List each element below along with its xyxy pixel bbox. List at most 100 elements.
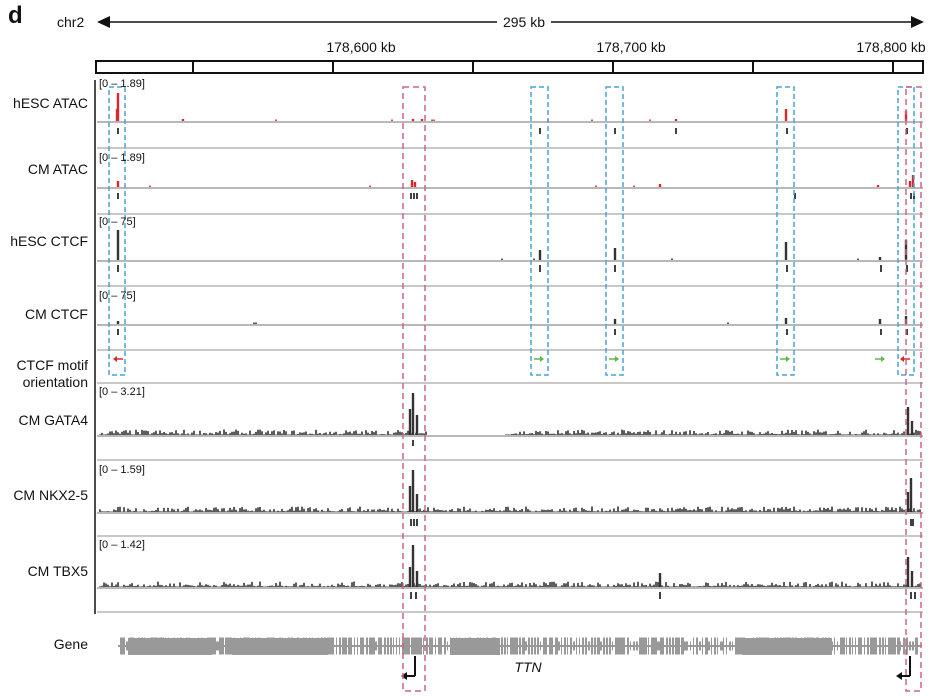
signal-peak bbox=[784, 242, 788, 260]
signal-peak bbox=[538, 250, 542, 260]
feature-tick bbox=[410, 592, 412, 599]
feature-tick bbox=[914, 592, 916, 599]
gene-exon-block bbox=[742, 638, 832, 655]
signal-peak bbox=[904, 111, 908, 121]
signal-track-hesc-atac bbox=[97, 93, 923, 149]
ctcf-site-box bbox=[605, 86, 624, 376]
range-label-cm-ctcf: [0 – 75] bbox=[99, 290, 136, 302]
signal-peak bbox=[906, 492, 910, 512]
track-label-hesc-atac: hESC ATAC bbox=[13, 95, 88, 111]
signal-peak bbox=[784, 109, 788, 121]
signal-peak bbox=[181, 119, 185, 121]
feature-tick bbox=[659, 592, 661, 599]
chromosome-label: chr2 bbox=[57, 14, 85, 30]
signal-peak bbox=[910, 421, 914, 435]
signal-peak bbox=[909, 478, 913, 512]
feature-tick bbox=[416, 193, 418, 199]
feature-tick bbox=[906, 128, 908, 134]
feature-tick bbox=[786, 265, 788, 272]
feature-tick bbox=[539, 265, 541, 272]
signal-peak bbox=[906, 407, 910, 435]
range-label-cm-gata4: [0 – 3.21] bbox=[99, 386, 145, 398]
feature-tick bbox=[906, 265, 908, 272]
highlight-boxes-layer bbox=[108, 86, 922, 692]
motif-forward-arrow bbox=[534, 356, 544, 362]
track-label-ctcf-motif-2: orientation bbox=[22, 374, 88, 390]
signal-peak bbox=[413, 182, 417, 187]
feature-tick bbox=[117, 193, 119, 199]
signal-track-cm-ctcf bbox=[97, 316, 923, 351]
feature-tick bbox=[413, 193, 415, 199]
range-label-cm-atac: [0 – 1.89] bbox=[99, 152, 145, 164]
signal-peak bbox=[408, 567, 412, 587]
signal-peak bbox=[115, 109, 119, 121]
feature-tick bbox=[675, 128, 677, 134]
gene-name-label: TTN bbox=[514, 659, 542, 675]
signal-peak bbox=[116, 93, 120, 121]
motif-forward-arrow bbox=[780, 356, 790, 362]
signal-peak bbox=[116, 321, 120, 324]
signal-peak bbox=[411, 119, 415, 121]
signal-peak bbox=[878, 319, 882, 324]
motif-reverse-arrow bbox=[900, 356, 910, 362]
ctcf-site-box bbox=[530, 86, 549, 376]
ctcf-motif-track bbox=[97, 356, 923, 384]
panel-letter: d bbox=[8, 2, 23, 29]
gene-exon-block bbox=[450, 638, 500, 655]
signal-noise bbox=[99, 429, 921, 435]
tracks-layer bbox=[97, 93, 923, 680]
gene-exon-block bbox=[128, 638, 212, 655]
feature-tick bbox=[880, 329, 882, 335]
signal-noise bbox=[99, 506, 921, 512]
signal-track-cm-nkx25 bbox=[97, 470, 923, 537]
signal-peak bbox=[911, 175, 915, 187]
signal-noise bbox=[501, 258, 859, 260]
signal-peak bbox=[910, 571, 914, 587]
track-label-cm-ctcf: CM CTCF bbox=[25, 306, 88, 322]
signal-peak bbox=[658, 184, 662, 187]
signal-peak bbox=[116, 230, 120, 260]
track-label-cm-nkx25: CM NKX2-5 bbox=[13, 487, 88, 503]
feature-tick bbox=[786, 128, 788, 134]
signal-peak bbox=[411, 470, 415, 512]
feature-tick bbox=[906, 329, 908, 335]
signal-track-cm-tbx5 bbox=[97, 545, 923, 613]
feature-tick bbox=[786, 329, 788, 335]
range-label-cm-tbx5: [0 – 1.42] bbox=[99, 539, 145, 551]
track-label-cm-gata4: CM GATA4 bbox=[18, 412, 89, 428]
signal-peak bbox=[674, 119, 678, 121]
signal-peak bbox=[658, 573, 662, 587]
feature-tick bbox=[410, 193, 412, 199]
signal-peak bbox=[613, 248, 617, 260]
coordinate-ruler bbox=[95, 60, 924, 74]
span-label: 295 kb bbox=[496, 14, 552, 30]
signal-peak bbox=[415, 571, 419, 587]
span-arrow-right-head bbox=[911, 16, 924, 28]
feature-tick bbox=[910, 592, 912, 599]
tss-arrow-icon bbox=[896, 656, 911, 680]
coordinate-label-3: 178,800 kb bbox=[856, 39, 926, 55]
gene-track bbox=[118, 637, 922, 680]
track-label-ctcf-motif-1: CTCF motif bbox=[16, 357, 88, 373]
range-label-hesc-ctcf: [0 – 75] bbox=[99, 216, 136, 228]
signal-peak bbox=[116, 181, 120, 187]
signal-track-cm-gata4 bbox=[97, 393, 923, 461]
coordinate-label-2: 178,700 kb bbox=[596, 39, 666, 55]
signal-peak bbox=[410, 180, 414, 187]
signal-peak bbox=[408, 409, 412, 435]
feature-tick bbox=[117, 128, 119, 134]
signal-peak bbox=[784, 318, 788, 324]
feature-tick bbox=[794, 193, 796, 199]
track-label-hesc-ctcf: hESC CTCF bbox=[10, 233, 88, 249]
signal-peak bbox=[878, 257, 882, 260]
ctcf-site-box bbox=[776, 86, 795, 376]
track-label-gene: Gene bbox=[53, 636, 88, 652]
coordinate-label-1: 178,600 kb bbox=[326, 39, 396, 55]
signal-noise bbox=[149, 185, 635, 187]
signal-noise bbox=[275, 119, 651, 121]
feature-tick bbox=[880, 265, 882, 272]
signal-peak bbox=[613, 319, 617, 324]
signal-peak bbox=[411, 545, 415, 587]
enhancer-box bbox=[402, 86, 426, 692]
